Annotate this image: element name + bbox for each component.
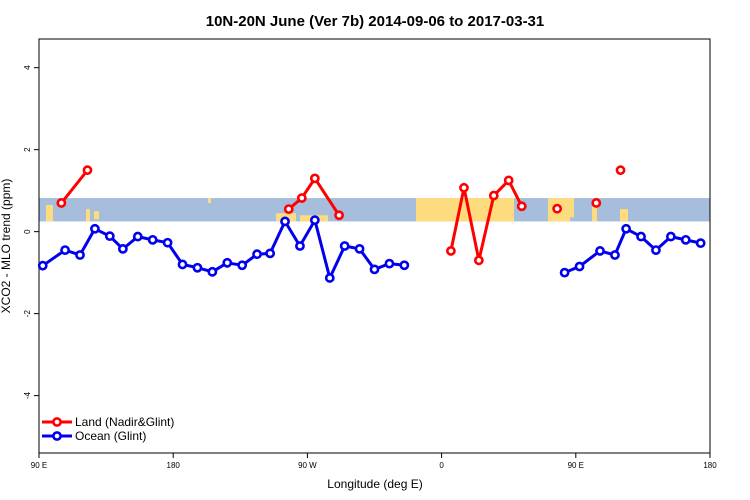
legend-entry: Land (Nadir&Glint) (75, 415, 174, 429)
series-line (564, 227, 702, 274)
data-point (559, 267, 570, 278)
data-point (399, 260, 410, 271)
data-point (610, 250, 620, 260)
data-point (446, 246, 456, 256)
legend-entry: Ocean (Glint) (75, 429, 146, 443)
data-point (552, 203, 563, 214)
data-point (60, 245, 70, 255)
data-point (207, 266, 218, 277)
y-tick-label: 0 (23, 229, 32, 234)
legend-marker (52, 417, 62, 427)
data-point (369, 264, 380, 275)
data-point (252, 249, 262, 260)
data-point (473, 255, 484, 266)
y-tick-label: -4 (23, 392, 32, 400)
data-point (680, 234, 691, 245)
series-line (287, 176, 341, 217)
x-tick-label: 90 W (298, 461, 317, 470)
land-patch (94, 211, 99, 220)
land-patch (46, 205, 53, 222)
legend-marker (52, 431, 62, 441)
data-point (162, 237, 173, 248)
land-patch (208, 198, 211, 203)
land-patch (416, 198, 446, 222)
data-point (280, 216, 290, 227)
series-land (56, 165, 626, 266)
data-point (75, 250, 85, 260)
y-tick-label: -2 (23, 310, 32, 318)
data-point (132, 231, 143, 242)
data-point (265, 248, 276, 259)
legend: Land (Nadir&Glint)Ocean (Glint) (42, 415, 174, 443)
x-tick-label: 0 (439, 461, 444, 470)
data-point (37, 260, 48, 271)
data-point (295, 241, 305, 251)
series-layer (37, 165, 706, 283)
land-ocean-band (39, 198, 710, 222)
land-patch (566, 198, 574, 218)
data-point (651, 245, 661, 255)
x-tick-label: 180 (703, 461, 717, 470)
data-point (222, 257, 233, 268)
data-point (695, 238, 706, 249)
data-point (82, 165, 93, 176)
data-point (296, 193, 307, 203)
land-patch (446, 198, 482, 222)
data-point (147, 234, 158, 245)
data-point (354, 243, 365, 254)
data-point (309, 173, 320, 184)
data-point (283, 204, 294, 215)
x-tick-label: 90 E (31, 461, 47, 470)
data-point (237, 260, 248, 271)
data-point (591, 198, 602, 208)
x-tick-label: 180 (167, 461, 181, 470)
data-point (177, 259, 188, 270)
data-point (324, 273, 335, 283)
land-patch (496, 198, 514, 222)
y-tick-label: 4 (23, 65, 32, 70)
land-patch (592, 207, 597, 222)
data-point (636, 231, 646, 242)
data-point (104, 231, 115, 242)
data-point (309, 215, 320, 226)
data-point (56, 198, 67, 208)
ocean-band (39, 198, 710, 222)
data-point (595, 246, 605, 256)
y-tick-label: 2 (23, 147, 32, 152)
data-point (516, 201, 527, 212)
data-point (459, 182, 469, 193)
chart-title: 10N-20N June (Ver 7b) 2014-09-06 to 2017… (206, 13, 545, 30)
data-point (503, 175, 514, 186)
data-point (117, 243, 128, 254)
land-patch (86, 209, 90, 222)
data-point (621, 223, 632, 234)
data-point (90, 223, 100, 234)
land-patch (620, 209, 628, 222)
data-point (334, 210, 344, 221)
data-point (615, 165, 626, 176)
data-point (384, 258, 395, 269)
data-point (192, 262, 203, 273)
x-tick-label: 90 E (568, 461, 584, 470)
y-axis-label: XCO2 - MLO trend (ppm) (0, 179, 13, 314)
series-ocean (37, 215, 706, 283)
data-point (488, 190, 499, 201)
x-axis-label: Longitude (deg E) (327, 477, 422, 491)
plot-frame (38, 38, 711, 454)
data-point (574, 261, 585, 272)
series-line (60, 169, 89, 204)
data-point (339, 241, 350, 251)
data-point (665, 231, 676, 242)
axes: 90 E 180 90 W 0 90 E 180 -4 -2 0 2 4 (23, 38, 717, 470)
